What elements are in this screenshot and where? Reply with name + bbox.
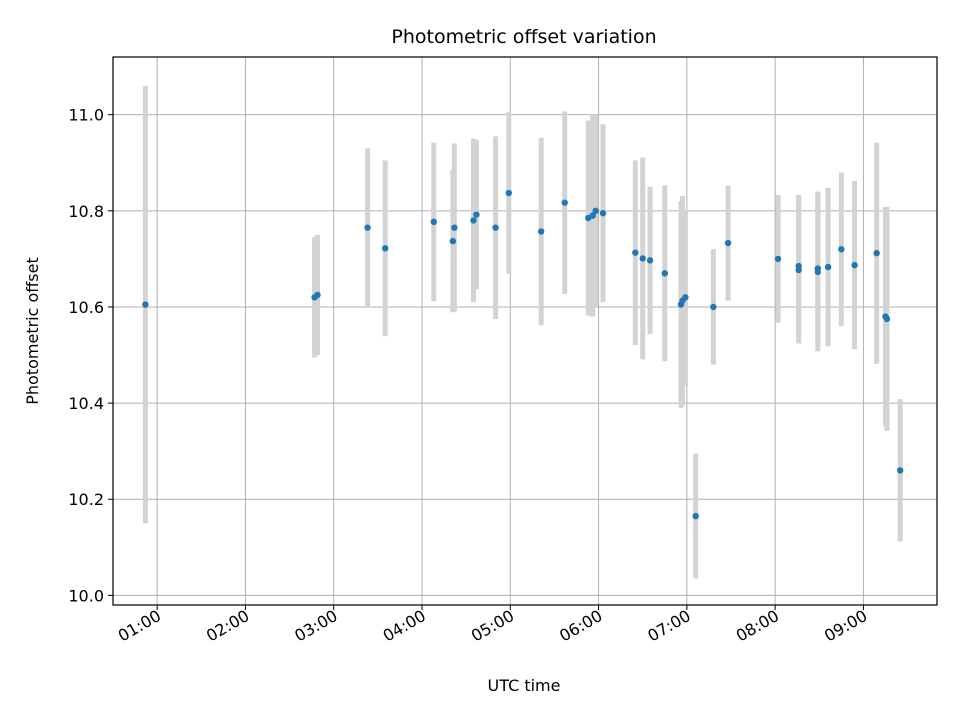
- data-point: [599, 210, 607, 217]
- x-axis-title: UTC time: [488, 676, 561, 695]
- data-point: [589, 212, 596, 219]
- data-point: [814, 265, 822, 272]
- data-point: [774, 255, 782, 263]
- data-point: [561, 199, 568, 206]
- data-point: [451, 224, 458, 231]
- data-point: [473, 211, 480, 218]
- data-point: [682, 294, 689, 301]
- data-point: [449, 237, 457, 245]
- y-tick-label: 10.8: [68, 202, 104, 221]
- y-tick-label: 10.0: [68, 586, 104, 605]
- data-point: [883, 315, 891, 323]
- data-point: [364, 224, 371, 231]
- y-tick-label: 10.2: [68, 490, 104, 509]
- data-point: [592, 207, 599, 215]
- plot-frame: [112, 56, 938, 606]
- data-point: [639, 255, 646, 262]
- data-point: [646, 257, 654, 264]
- y-tick-label: 10.6: [68, 298, 104, 317]
- point-layer: [142, 189, 904, 520]
- data-point: [314, 291, 321, 299]
- data-point: [142, 301, 149, 308]
- data-point: [382, 245, 389, 252]
- data-point: [724, 239, 732, 247]
- data-point: [851, 261, 858, 269]
- data-point: [537, 228, 545, 235]
- y-tick-label: 10.4: [68, 394, 104, 413]
- data-point: [661, 270, 668, 277]
- data-point: [897, 467, 904, 474]
- data-point: [838, 246, 845, 253]
- data-point: [470, 217, 477, 224]
- data-point: [710, 303, 717, 311]
- y-axis: 10.0 10.2 10.4 10.6 10.8 11.0: [68, 106, 113, 605]
- grid-layer: [113, 57, 937, 605]
- y-axis-title: Photometric offset: [23, 257, 42, 405]
- data-point: [505, 189, 513, 197]
- data-point: [873, 249, 880, 257]
- data-point: [824, 263, 832, 271]
- data-point: [492, 224, 499, 231]
- y-tick-label: 11.0: [68, 106, 104, 125]
- data-point: [692, 512, 699, 520]
- data-point: [430, 218, 437, 226]
- data-point: [632, 249, 639, 256]
- data-point: [795, 262, 802, 270]
- chart-title: Photometric offset variation: [391, 26, 656, 48]
